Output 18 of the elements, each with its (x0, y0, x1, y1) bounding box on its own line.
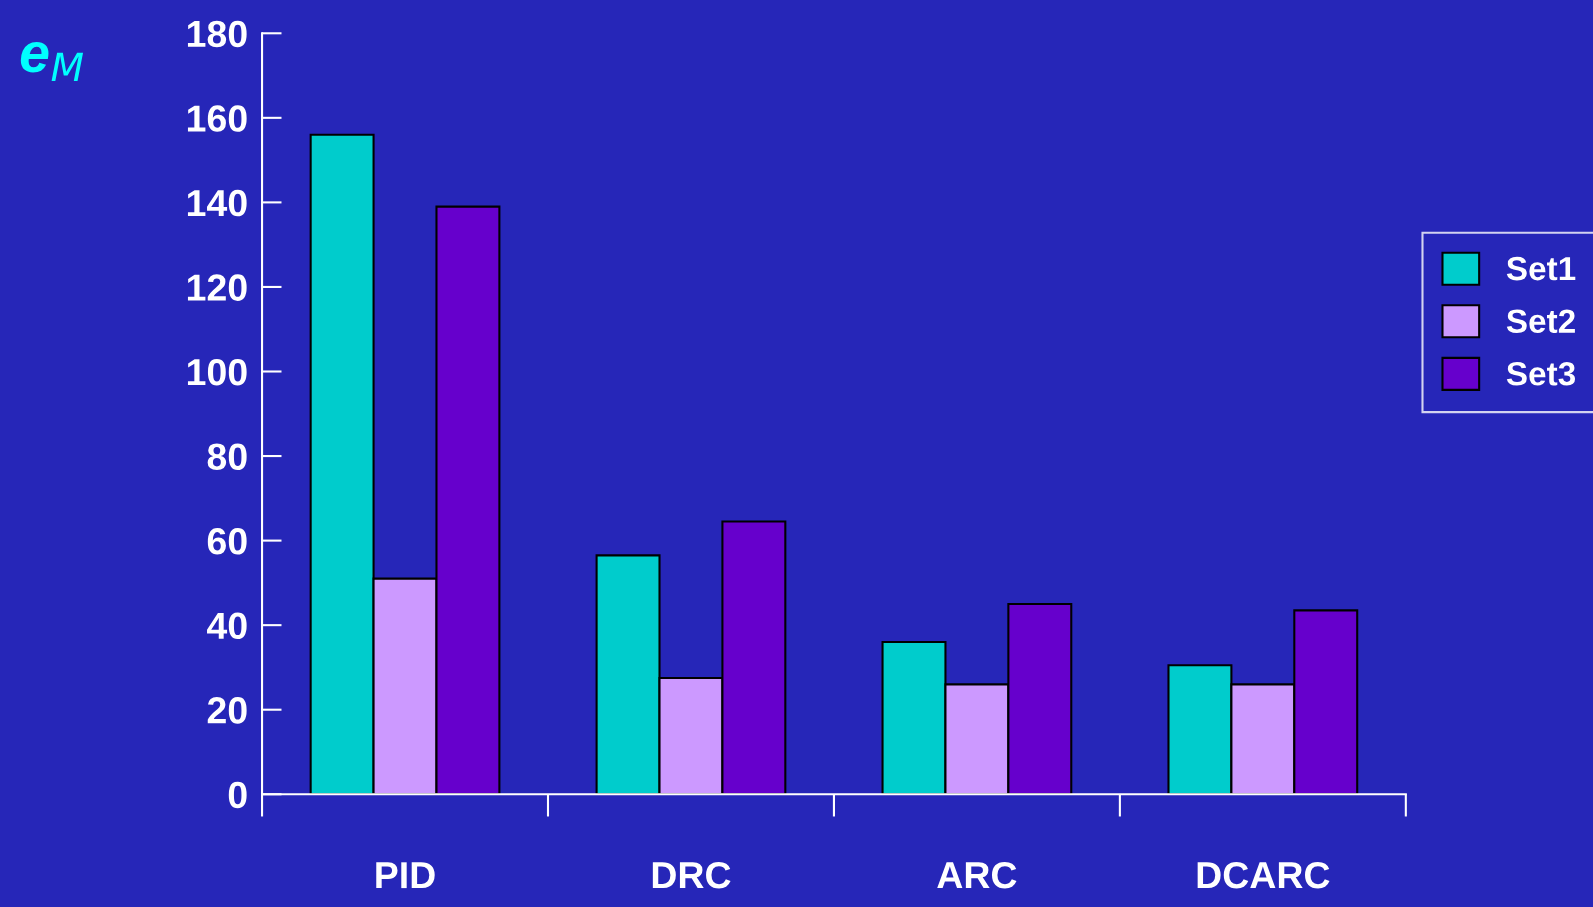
x-tick-label: ARC (937, 861, 1017, 889)
y-tick-label: 40 (207, 612, 247, 640)
legend-label: Set3 (1506, 361, 1576, 386)
legend-label: Set1 (1506, 256, 1576, 281)
y-tick-label: 140 (187, 189, 247, 217)
y-tick-label: 100 (187, 358, 247, 386)
y-tick-label: 120 (187, 274, 247, 301)
y-axis-title: e$_{M}$ (20, 42, 84, 82)
y-tick-label: 20 (207, 697, 247, 724)
x-tick-label: PID (376, 862, 435, 889)
y-tick-label: 60 (207, 528, 247, 555)
y-tick-label: 180 (187, 20, 247, 48)
legend-label: Set2 (1506, 309, 1575, 333)
y-tick-label: 160 (187, 105, 247, 132)
y-tick-label: 0 (228, 781, 247, 809)
x-tick-label: DRC (652, 861, 731, 889)
x-tick-label: DCARC (1197, 861, 1330, 889)
y-tick-label: 80 (207, 443, 247, 471)
